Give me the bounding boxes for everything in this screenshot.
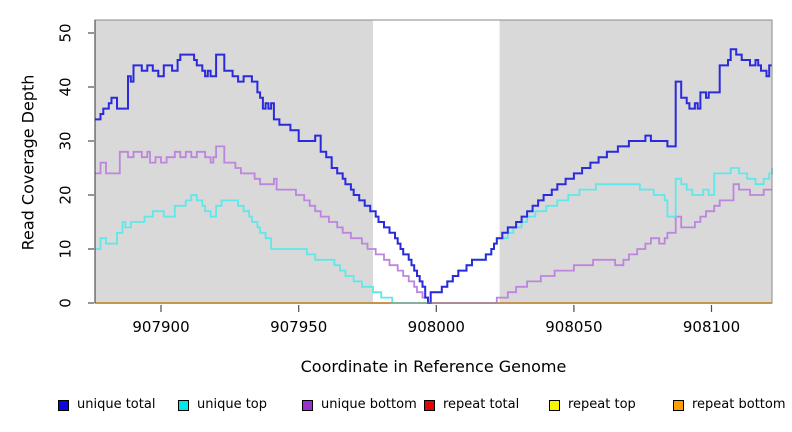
legend-swatch-unique-bottom — [302, 399, 313, 411]
series-line-unique-bottom — [95, 145, 772, 304]
y-tick-label: 0 — [57, 298, 75, 308]
legend-swatch-repeat-total — [424, 399, 435, 411]
legend-item-repeat-top: repeat top — [549, 397, 636, 413]
highlight-region — [372, 20, 500, 303]
legend-item-unique-top: unique top — [178, 397, 267, 413]
x-tick-label: 908050 — [545, 318, 602, 336]
y-tick-label: 50 — [57, 23, 75, 42]
y-tick-label: 30 — [57, 131, 75, 150]
x-tick-label: 907900 — [132, 318, 189, 336]
x-tick-label: 908100 — [683, 318, 740, 336]
x-tick-label: 908000 — [408, 318, 465, 336]
y-tick-label: 10 — [57, 239, 75, 258]
legend-swatch-unique-total — [58, 399, 69, 411]
y-tick-label: 20 — [57, 185, 75, 204]
legend-swatch-unique-top — [178, 399, 189, 411]
legend-label: repeat bottom — [692, 397, 786, 412]
legend-swatch-repeat-bottom — [673, 399, 684, 411]
legend-item-unique-bottom: unique bottom — [302, 397, 417, 413]
legend-item-unique-total: unique total — [58, 397, 155, 413]
y-axis-title: Read Coverage Depth — [18, 74, 38, 251]
legend-swatch-repeat-top — [549, 399, 560, 411]
x-tick-label: 907950 — [270, 318, 327, 336]
y-tick-label: 40 — [57, 77, 75, 96]
legend-label: unique total — [77, 397, 156, 412]
legend-item-repeat-total: repeat total — [424, 397, 519, 413]
series-line-unique-total — [95, 48, 772, 304]
legend: unique total unique top unique bottom repea… — [0, 397, 792, 415]
legend-label: unique bottom — [321, 397, 417, 412]
legend-label: repeat total — [443, 397, 520, 412]
legend-label: repeat top — [568, 397, 636, 412]
legend-label: unique top — [197, 397, 268, 412]
x-axis-title: Coordinate in Reference Genome — [300, 357, 567, 376]
legend-item-repeat-bottom: repeat bottom — [673, 397, 786, 413]
